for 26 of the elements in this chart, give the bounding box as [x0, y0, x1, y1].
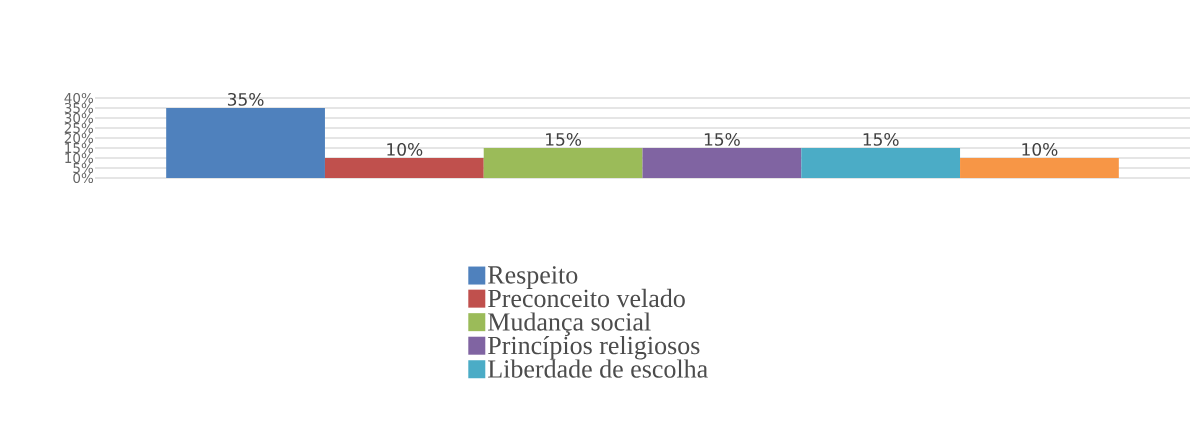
bar	[801, 148, 961, 178]
bar	[483, 148, 643, 178]
data-label: 10%	[1022, 142, 1058, 156]
legend-label: Liberdade de escolha	[488, 359, 708, 378]
legend-label: Princípios religiosos	[488, 335, 700, 360]
data-label: 15%	[704, 132, 740, 146]
data-label: 10%	[387, 142, 423, 156]
bar	[166, 108, 325, 178]
y-tick-label: 35%	[64, 102, 94, 114]
bar	[642, 148, 802, 178]
y-tick-label: 40%	[64, 92, 94, 104]
data-label: 15%	[546, 132, 582, 146]
data-label: 35%	[227, 92, 264, 106]
y-tick-label: 15%	[65, 142, 94, 154]
legend-label: Mudança social	[488, 312, 651, 336]
y-tick-label: 10%	[65, 152, 94, 164]
y-tick-label: 30%	[64, 112, 94, 124]
y-tick-label: 25%	[64, 122, 94, 134]
y-tick-label: 0%	[73, 172, 94, 184]
bar	[324, 158, 484, 178]
legend-label: Preconceito velado	[488, 288, 685, 308]
y-tick-label: 20%	[64, 132, 94, 144]
data-label: 15%	[863, 132, 899, 146]
legend-label: Respeito	[488, 266, 578, 289]
y-tick-label: 5%	[73, 162, 94, 174]
bar	[960, 158, 1119, 178]
